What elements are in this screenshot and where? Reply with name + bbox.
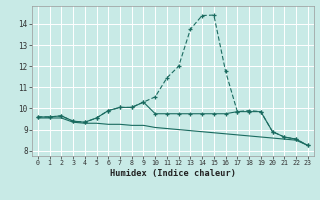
X-axis label: Humidex (Indice chaleur): Humidex (Indice chaleur) — [110, 169, 236, 178]
